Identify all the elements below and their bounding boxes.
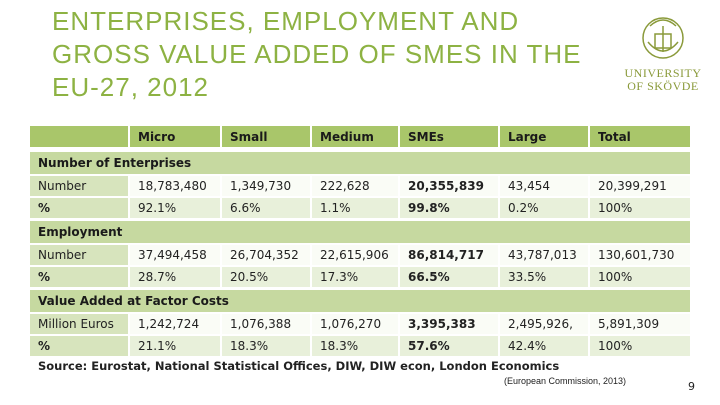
table-cell: 2,495,926, bbox=[500, 314, 588, 334]
table-cell: 100% bbox=[590, 336, 690, 356]
table-cell: 3,395,383 bbox=[400, 314, 498, 334]
table-cell: 1,349,730 bbox=[222, 176, 310, 196]
table-cell: 222,628 bbox=[312, 176, 398, 196]
table-cell: 33.5% bbox=[500, 267, 588, 287]
table-cell: 20,355,839 bbox=[400, 176, 498, 196]
section-title: Number of Enterprises bbox=[30, 152, 690, 174]
table-cell: 6.6% bbox=[222, 198, 310, 218]
table-cell: 20.5% bbox=[222, 267, 310, 287]
table-cell: 42.4% bbox=[500, 336, 588, 356]
header-cell bbox=[30, 126, 128, 147]
table-cell: 18.3% bbox=[222, 336, 310, 356]
table-cell: 18.3% bbox=[312, 336, 398, 356]
section-title: Value Added at Factor Costs bbox=[30, 290, 690, 312]
table-cell: 1,076,270 bbox=[312, 314, 398, 334]
table-cell: 57.6% bbox=[400, 336, 498, 356]
table-cell: 43,454 bbox=[500, 176, 588, 196]
table-cell: 18,783,480 bbox=[130, 176, 220, 196]
table-cell: 1,076,388 bbox=[222, 314, 310, 334]
table-cell: 22,615,906 bbox=[312, 245, 398, 265]
table-cell: 92.1% bbox=[130, 198, 220, 218]
row-label: % bbox=[30, 267, 128, 287]
title-line: ENTERPRISES, EMPLOYMENT AND bbox=[52, 6, 520, 36]
row-label: Number bbox=[30, 176, 128, 196]
source-note: Source: Eurostat, National Statistical O… bbox=[38, 359, 560, 373]
table-cell: 99.8% bbox=[400, 198, 498, 218]
table-cell: 1.1% bbox=[312, 198, 398, 218]
header-cell: Total bbox=[590, 126, 690, 147]
table-cell: 37,494,458 bbox=[130, 245, 220, 265]
header-cell: Large bbox=[500, 126, 588, 147]
header-cell: SMEs bbox=[400, 126, 498, 147]
logo-text: UNIVERSITY bbox=[624, 66, 702, 80]
table-cell: 100% bbox=[590, 267, 690, 287]
table-cell: 28.7% bbox=[130, 267, 220, 287]
title-line: GROSS VALUE ADDED OF SMES IN THE bbox=[52, 39, 582, 69]
table-cell: 20,399,291 bbox=[590, 176, 690, 196]
page-number: 9 bbox=[688, 380, 695, 393]
table-cell: 17.3% bbox=[312, 267, 398, 287]
header-cell: Medium bbox=[312, 126, 398, 147]
table-cell: 86,814,717 bbox=[400, 245, 498, 265]
row-label: % bbox=[30, 198, 128, 218]
header-cell: Micro bbox=[130, 126, 220, 147]
table-cell: 43,787,013 bbox=[500, 245, 588, 265]
title-line: EU-27, 2012 bbox=[52, 72, 209, 102]
section-title: Employment bbox=[30, 221, 690, 243]
table-cell: 26,704,352 bbox=[222, 245, 310, 265]
table-cell: 21.1% bbox=[130, 336, 220, 356]
logo-text: OF SKÖVDE bbox=[627, 79, 699, 93]
table-cell: 130,601,730 bbox=[590, 245, 690, 265]
table-cell: 5,891,309 bbox=[590, 314, 690, 334]
row-label: Million Euros bbox=[30, 314, 128, 334]
table-cell: 1,242,724 bbox=[130, 314, 220, 334]
logo-emblem bbox=[642, 17, 684, 59]
table-cell: 66.5% bbox=[400, 267, 498, 287]
row-label: % bbox=[30, 336, 128, 356]
table-cell: 0.2% bbox=[500, 198, 588, 218]
citation: (European Commission, 2013) bbox=[504, 376, 627, 386]
header-cell: Small bbox=[222, 126, 310, 147]
table-cell: 100% bbox=[590, 198, 690, 218]
row-label: Number bbox=[30, 245, 128, 265]
